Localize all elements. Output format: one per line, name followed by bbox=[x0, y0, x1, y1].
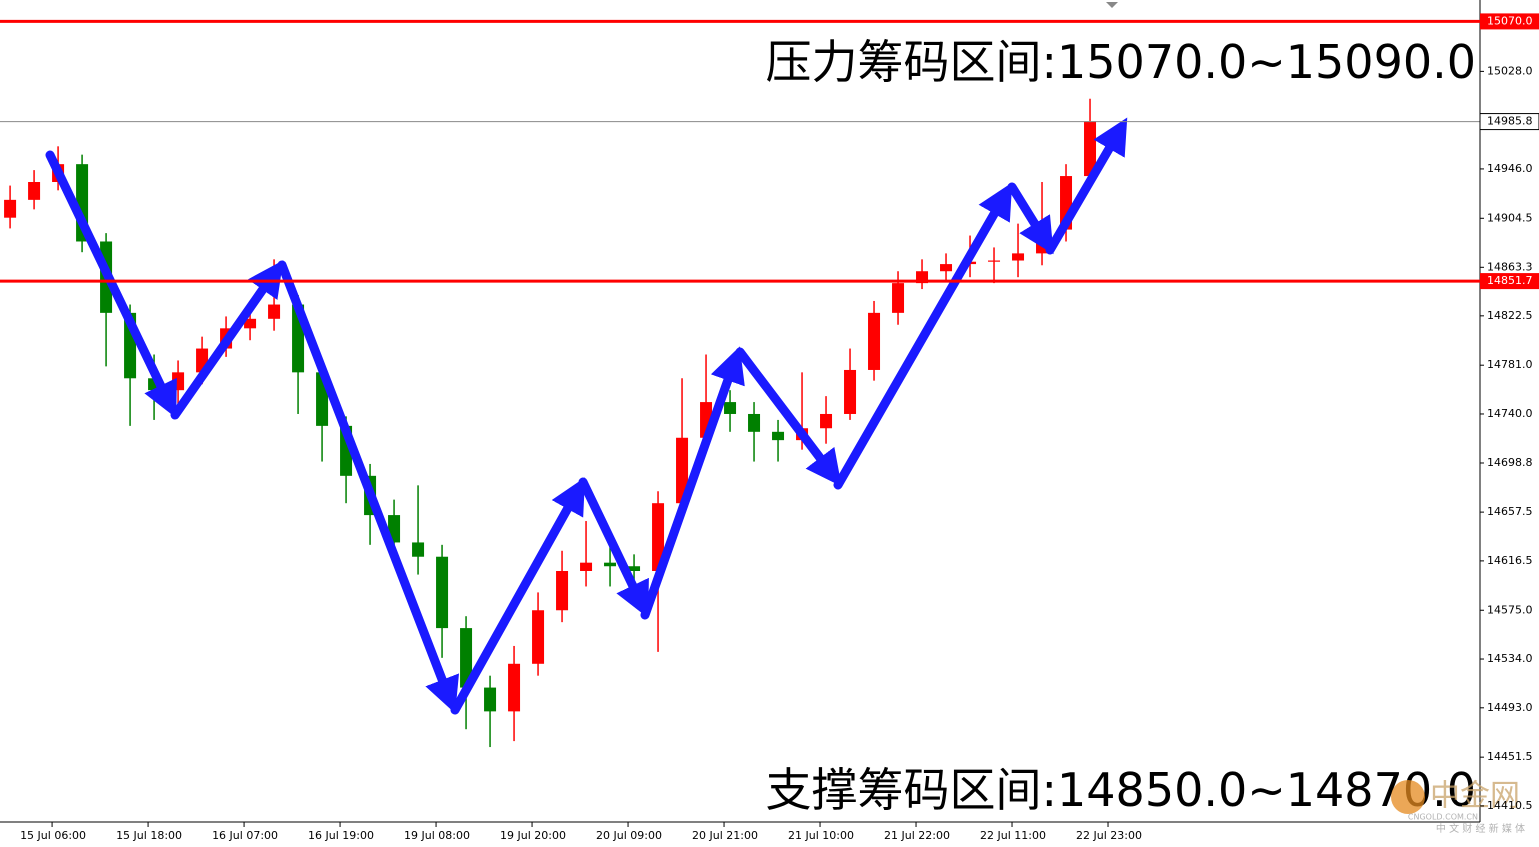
candle-body bbox=[244, 318, 257, 329]
y-tick-label: 14698.8 bbox=[1487, 456, 1533, 469]
x-tick-label: 15 Jul 18:00 bbox=[116, 829, 182, 842]
x-tick-label: 19 Jul 08:00 bbox=[404, 829, 470, 842]
x-tick-label: 20 Jul 21:00 bbox=[692, 829, 758, 842]
candle-body bbox=[988, 260, 1001, 262]
candle-body bbox=[268, 304, 281, 319]
arrow bbox=[735, 347, 842, 487]
candle-body bbox=[460, 628, 473, 688]
candle-body bbox=[748, 413, 761, 432]
y-tick-label: 14575.0 bbox=[1487, 603, 1533, 616]
y-tick-label: 14451.5 bbox=[1487, 750, 1533, 763]
level-box bbox=[1480, 13, 1539, 30]
support-annotation: 支撑筹码区间:14850.0~14870.0 bbox=[766, 763, 1476, 817]
candle-body bbox=[868, 312, 881, 370]
x-tick-label: 16 Jul 07:00 bbox=[212, 829, 278, 842]
x-tick-label: 20 Jul 09:00 bbox=[596, 829, 662, 842]
y-tick-label: 14740.0 bbox=[1487, 407, 1533, 420]
candle-body bbox=[940, 264, 953, 272]
candle-body bbox=[844, 369, 857, 414]
watermark-logo bbox=[1391, 780, 1425, 814]
y-tick-label: 14657.5 bbox=[1487, 505, 1533, 518]
candle-body bbox=[772, 431, 785, 441]
x-tick-label: 22 Jul 23:00 bbox=[1076, 829, 1142, 842]
candle-body bbox=[820, 413, 833, 429]
candle-body bbox=[412, 542, 425, 557]
y-tick-label: 14822.5 bbox=[1487, 309, 1533, 322]
candle-body bbox=[1012, 253, 1025, 261]
arrow bbox=[1045, 117, 1128, 255]
watermark-slogan: 中 文 财 经 新 媒 体 bbox=[1436, 822, 1525, 835]
last-price-label: 14985.8 bbox=[1487, 115, 1533, 128]
candle-body bbox=[892, 283, 905, 313]
x-tick-label: 19 Jul 20:00 bbox=[500, 829, 566, 842]
y-tick-label: 14616.5 bbox=[1487, 554, 1533, 567]
arrow bbox=[578, 477, 649, 618]
candle-body bbox=[532, 610, 545, 664]
arrow bbox=[640, 346, 745, 620]
x-tick-label: 22 Jul 11:00 bbox=[980, 829, 1046, 842]
last-price-box bbox=[1479, 113, 1539, 131]
candle-body bbox=[4, 199, 17, 218]
x-tick-label: 21 Jul 10:00 bbox=[788, 829, 854, 842]
candle-body bbox=[724, 402, 737, 414]
resistance-annotation: 压力筹码区间:15070.0~15090.0 bbox=[766, 35, 1476, 89]
candle-body bbox=[28, 182, 41, 200]
y-tick-label: 14410.5 bbox=[1487, 799, 1533, 812]
arrow bbox=[170, 260, 284, 420]
candle-body bbox=[628, 566, 641, 571]
candle-body bbox=[484, 687, 497, 712]
level-box bbox=[1480, 273, 1539, 290]
x-tick-label: 16 Jul 19:00 bbox=[308, 829, 374, 842]
candle-body bbox=[172, 372, 185, 391]
watermark: 中金网 CNGOLD.COM.CN 中 文 财 经 新 媒 体 bbox=[1391, 779, 1525, 835]
candle-body bbox=[1084, 121, 1097, 177]
arrow bbox=[450, 477, 586, 715]
candle-body bbox=[436, 556, 449, 629]
y-tick-label: 14781.0 bbox=[1487, 358, 1533, 371]
arrow bbox=[277, 260, 460, 714]
candle-body bbox=[652, 503, 665, 571]
arrow bbox=[833, 182, 1013, 490]
scroll-marker bbox=[1106, 2, 1118, 8]
y-tick-label: 14534.0 bbox=[1487, 652, 1533, 665]
y-tick-label: 14904.5 bbox=[1487, 211, 1533, 224]
y-tick-label: 14863.3 bbox=[1487, 260, 1533, 273]
candle-body bbox=[580, 562, 593, 571]
candle-body bbox=[916, 271, 929, 284]
level-label: 15070.0 bbox=[1487, 14, 1533, 27]
y-tick-label: 14493.0 bbox=[1487, 701, 1533, 714]
x-tick-label: 15 Jul 06:00 bbox=[20, 829, 86, 842]
level-label: 14851.7 bbox=[1487, 274, 1533, 287]
candle-body bbox=[508, 663, 521, 712]
y-tick-label: 15028.0 bbox=[1487, 64, 1533, 77]
candle-body bbox=[604, 562, 617, 567]
y-tick-label: 14946.0 bbox=[1487, 162, 1533, 175]
arrow bbox=[1007, 182, 1054, 255]
candle-body bbox=[676, 437, 689, 504]
watermark-name: 中金网 bbox=[1430, 779, 1520, 814]
candle-body bbox=[556, 570, 569, 611]
x-tick-label: 21 Jul 22:00 bbox=[884, 829, 950, 842]
watermark-url: CNGOLD.COM.CN bbox=[1408, 813, 1478, 822]
